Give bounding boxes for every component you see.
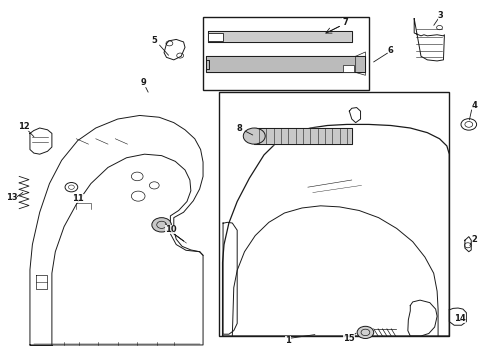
Text: 5: 5 — [151, 36, 157, 45]
Text: 10: 10 — [164, 225, 176, 234]
Text: 12: 12 — [18, 122, 30, 131]
Text: 15: 15 — [342, 334, 354, 343]
Bar — [343, 64, 353, 72]
Circle shape — [356, 326, 373, 338]
Bar — [223, 263, 228, 269]
Text: 13: 13 — [5, 193, 17, 202]
Text: 2: 2 — [471, 235, 477, 244]
Bar — [207, 33, 222, 41]
Polygon shape — [254, 128, 351, 144]
Circle shape — [152, 218, 171, 232]
Text: 9: 9 — [140, 78, 145, 87]
Text: 1: 1 — [285, 336, 291, 345]
Bar — [223, 306, 228, 312]
Circle shape — [243, 128, 264, 144]
Text: 8: 8 — [236, 123, 242, 132]
Bar — [223, 292, 228, 298]
Text: 7: 7 — [342, 18, 347, 27]
Bar — [223, 278, 228, 283]
Text: 14: 14 — [453, 314, 465, 323]
Text: 4: 4 — [471, 101, 477, 110]
Text: 3: 3 — [437, 10, 443, 19]
Text: 11: 11 — [72, 194, 83, 203]
Text: 6: 6 — [387, 46, 393, 55]
Bar — [223, 320, 228, 326]
Bar — [219, 92, 448, 336]
Bar — [223, 234, 228, 240]
Polygon shape — [206, 56, 365, 72]
Bar — [203, 17, 368, 90]
Polygon shape — [207, 31, 351, 42]
Bar — [223, 249, 228, 255]
